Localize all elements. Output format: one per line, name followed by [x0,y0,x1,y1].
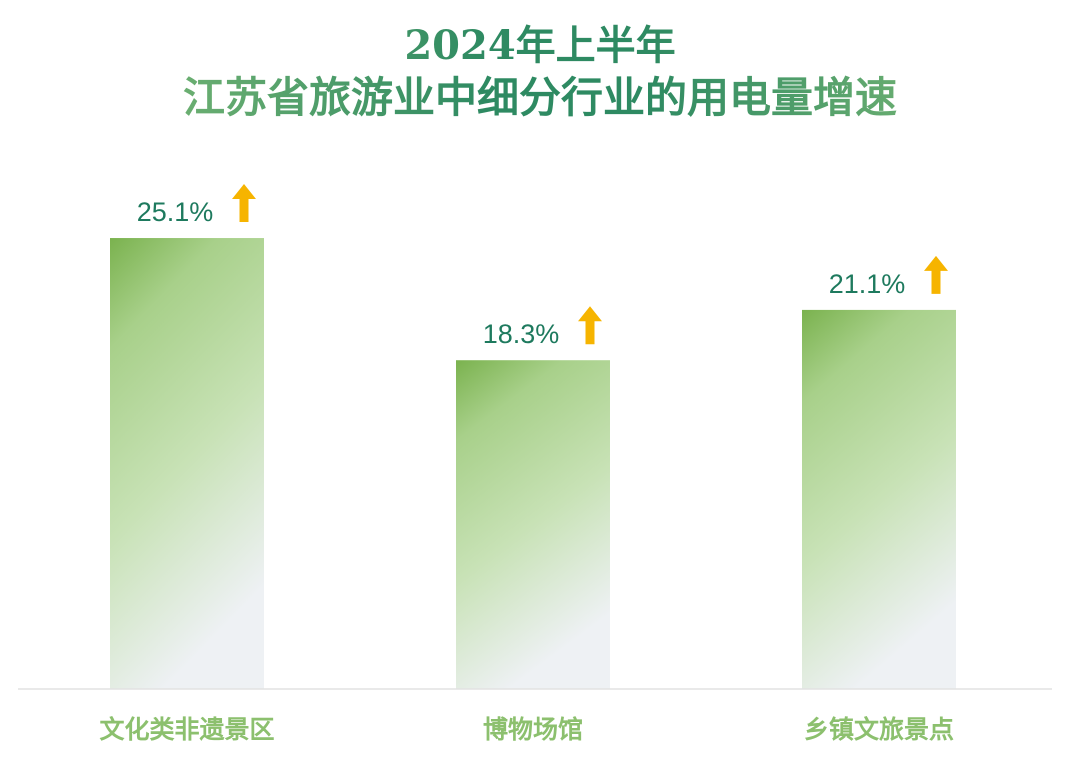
value-label: 21.1% [829,269,906,299]
value-label: 18.3% [483,319,560,349]
up-arrow-icon [924,255,948,294]
up-arrow-icon [232,184,256,223]
chart-title-line1: 2024年上半年 [0,22,1080,70]
up-arrow-icon [578,306,602,345]
value-label: 25.1% [137,197,214,227]
bar-3 [802,309,956,689]
chart-title-line2: 江苏省旅游业中细分行业的用电量增速 [0,72,1080,124]
category-label: 乡镇文旅景点 [804,715,954,744]
category-label: 文化类非遗景区 [99,715,274,744]
bar-1 [110,238,264,689]
category-label: 博物场馆 [483,715,583,744]
bar-2 [456,360,610,689]
